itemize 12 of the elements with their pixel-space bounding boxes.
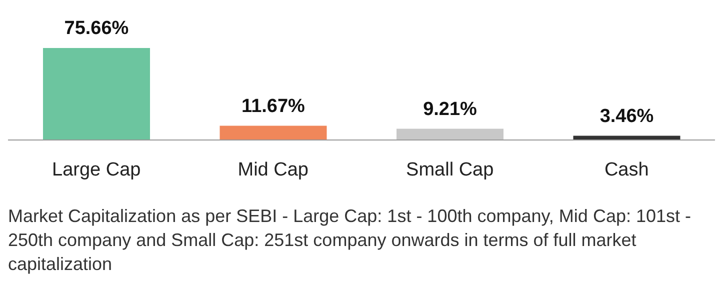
data-label: 11.67%: [242, 96, 306, 117]
data-label: 9.21%: [423, 98, 478, 120]
x-tick-label: Mid Cap: [238, 159, 308, 180]
bar: [220, 126, 327, 140]
text: Market Capitalization as per SEBI - Large Cap: 1st - 100th company, Mid Cap: 101st - 250th company and Small Cap: 251st company onwards in terms of full market capitalization: [8, 205, 692, 276]
bar: [396, 128, 504, 140]
x-tick-label: Large Cap: [52, 159, 141, 180]
x-tick-label: Cash: [604, 159, 649, 180]
bar: [43, 48, 150, 140]
data-label: 3.46%: [600, 106, 654, 127]
data-label: 75.66%: [64, 18, 129, 39]
x-tick-label: Small Cap: [406, 159, 494, 180]
